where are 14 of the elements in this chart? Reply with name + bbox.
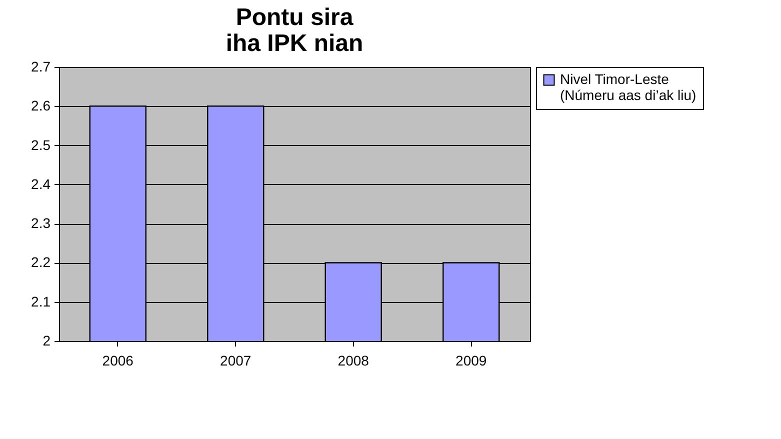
y-tick-label: 2.1 bbox=[31, 293, 51, 310]
legend-label: Nivel Timor-Leste (Númeru aas di’ak liu) bbox=[560, 71, 696, 103]
x-tick-label: 2007 bbox=[220, 352, 252, 368]
y-tick-label: 2.3 bbox=[31, 215, 51, 232]
x-tick-label: 2009 bbox=[456, 352, 487, 368]
y-tick-label: 2.5 bbox=[31, 136, 51, 153]
x-tick-label: 2006 bbox=[102, 352, 134, 368]
y-tick-label: 2.4 bbox=[31, 176, 51, 192]
x-tick-label: 2008 bbox=[338, 352, 370, 368]
chart-title: Pontu sira iha IPK nian bbox=[226, 4, 364, 57]
y-tick-label: 2 bbox=[42, 332, 51, 348]
y-tick-label: 2.7 bbox=[31, 58, 51, 74]
y-tick-label: 2.2 bbox=[31, 254, 51, 270]
y-tick-label: 2.6 bbox=[31, 98, 51, 114]
